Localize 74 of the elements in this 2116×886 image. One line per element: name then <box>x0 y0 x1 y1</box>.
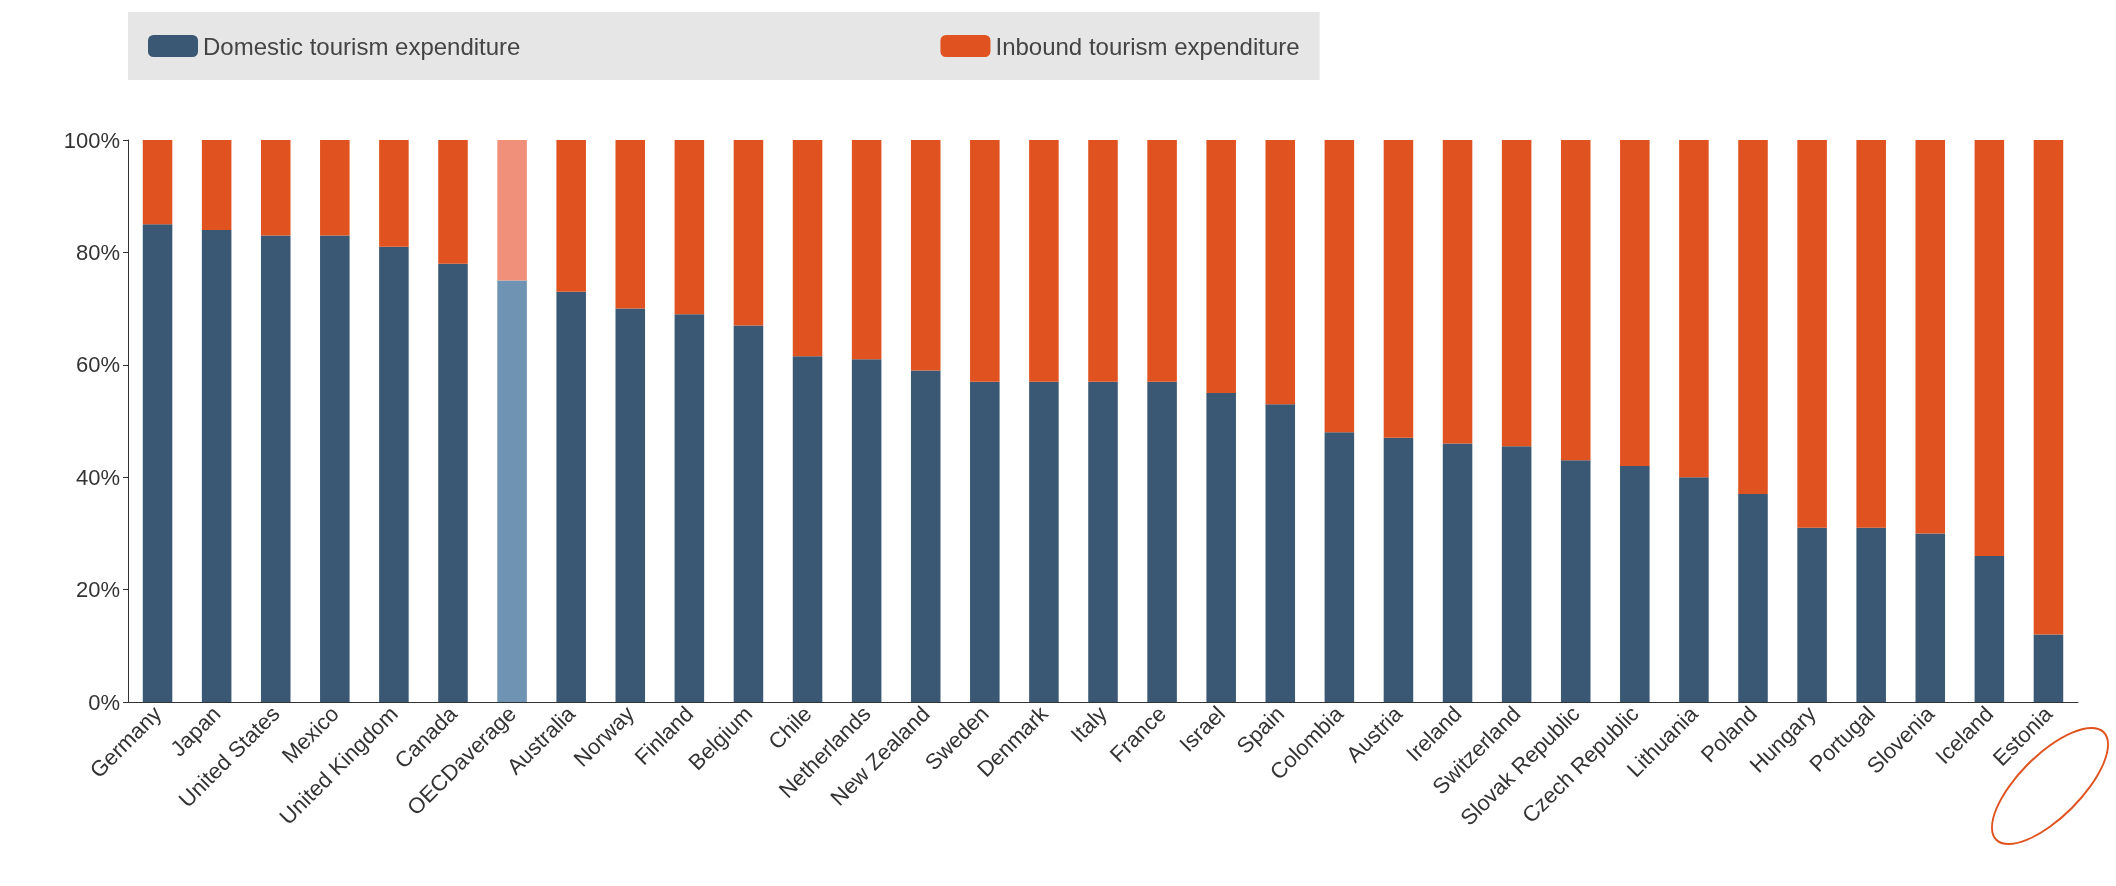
bar <box>1029 140 1059 382</box>
bar <box>1088 381 1118 702</box>
bar <box>1147 381 1177 702</box>
bar <box>438 263 468 702</box>
bar <box>320 140 350 236</box>
bar <box>910 370 941 702</box>
bar <box>201 229 232 702</box>
bar <box>1147 140 1177 382</box>
bar <box>674 140 705 315</box>
bar <box>851 359 882 702</box>
bar <box>1797 527 1827 702</box>
bar <box>2033 140 2064 635</box>
bar <box>1088 140 1118 382</box>
bar <box>1265 140 1296 405</box>
bar <box>1738 140 1768 495</box>
bar <box>556 291 586 702</box>
bar <box>1265 404 1296 702</box>
y-tick-label: 40% <box>75 464 120 490</box>
y-tick-label: 20% <box>75 577 120 603</box>
bar <box>1738 494 1768 702</box>
bar <box>1324 140 1355 433</box>
bar <box>970 140 1000 382</box>
bar <box>379 246 409 702</box>
bar <box>320 235 350 702</box>
bar <box>260 235 291 702</box>
y-tick-label: 60% <box>75 352 120 378</box>
bar <box>615 140 646 309</box>
bar <box>142 140 173 225</box>
bar <box>1442 443 1473 702</box>
x-tick-label: Italy <box>1065 701 1112 748</box>
bar <box>1560 460 1591 702</box>
bar <box>1620 140 1650 466</box>
bar <box>1383 140 1414 438</box>
bar <box>556 140 586 292</box>
bar <box>733 325 764 702</box>
bar <box>1856 140 1886 528</box>
legend-label: Inbound tourism expenditure <box>995 32 1300 60</box>
bar <box>1915 533 1946 702</box>
bar <box>1620 465 1650 702</box>
bar <box>1206 140 1236 393</box>
bar <box>733 140 764 326</box>
bar <box>792 356 823 702</box>
bar <box>1856 527 1886 702</box>
bar <box>142 224 173 702</box>
bar <box>1974 140 2005 556</box>
bar <box>260 140 291 236</box>
bar <box>1974 555 2005 702</box>
bar <box>438 140 468 264</box>
bar <box>1797 140 1827 528</box>
bar <box>201 140 232 230</box>
bar <box>792 140 823 357</box>
legend-label: Domestic tourism expenditure <box>203 32 521 60</box>
bar <box>1915 140 1946 534</box>
bar <box>851 140 882 360</box>
bar <box>674 314 705 702</box>
bar <box>970 381 1000 702</box>
bar <box>1501 446 1532 702</box>
bar <box>1560 140 1591 461</box>
y-tick-label: 80% <box>75 239 120 265</box>
bar <box>1029 381 1059 702</box>
y-tick-label: 100% <box>63 127 120 153</box>
bar <box>1679 477 1709 702</box>
bar <box>497 280 527 702</box>
bar <box>910 140 941 371</box>
bar <box>497 140 527 281</box>
bar <box>615 308 646 702</box>
bar <box>1383 437 1414 702</box>
bar <box>1324 432 1355 702</box>
bar <box>379 140 409 247</box>
bar <box>2033 634 2064 702</box>
bar <box>1442 140 1473 444</box>
bar <box>1206 392 1236 702</box>
bar <box>1501 140 1532 447</box>
bar <box>1679 140 1709 478</box>
